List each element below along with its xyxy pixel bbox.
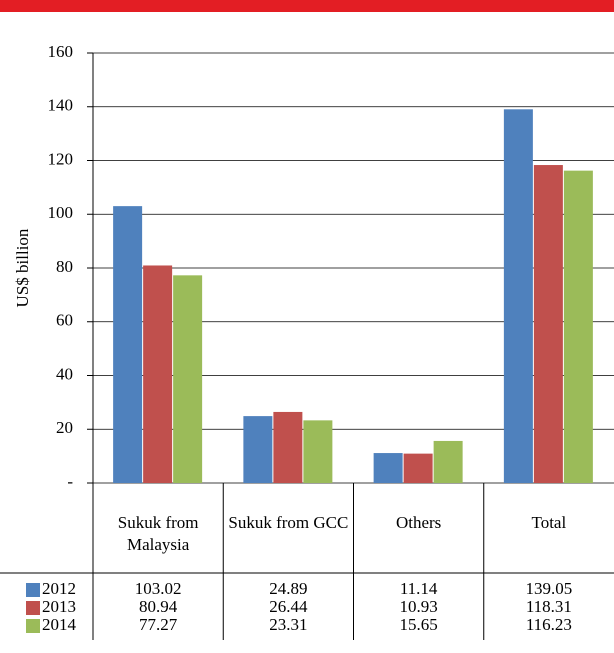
bar	[373, 453, 403, 483]
legend-label: 2012	[42, 579, 76, 598]
table-value: 80.94	[139, 597, 178, 616]
table-value: 77.27	[139, 615, 178, 634]
table-value: 24.89	[269, 579, 307, 598]
table-value: 139.05	[526, 579, 573, 598]
bar	[303, 420, 333, 483]
y-tick-label: 40	[56, 364, 73, 383]
bar	[533, 165, 563, 483]
bar	[113, 206, 143, 484]
table-value: 103.02	[135, 579, 182, 598]
bar	[403, 453, 433, 483]
bar	[143, 265, 173, 483]
category-label: Sukuk from GCC	[228, 513, 349, 532]
y-tick-label: 140	[48, 96, 74, 115]
legend-label: 2013	[42, 597, 76, 616]
bar	[243, 416, 273, 483]
table-value: 118.31	[526, 597, 572, 616]
table-value: 11.14	[400, 579, 438, 598]
table-value: 15.65	[400, 615, 438, 634]
legend-swatch	[26, 583, 40, 597]
table-value: 10.93	[400, 597, 438, 616]
table-value: 23.31	[269, 615, 307, 634]
category-label: Sukuk from Malaysia	[117, 513, 199, 554]
y-tick-label: 60	[56, 311, 73, 330]
y-tick-label: 20	[56, 418, 73, 437]
legend-label: 2014	[42, 615, 77, 634]
legend-swatch	[26, 619, 40, 633]
bar	[173, 275, 203, 483]
y-axis-label: US$ billion	[13, 228, 32, 307]
y-tick-label: 160	[48, 42, 74, 61]
table-value: 116.23	[526, 615, 572, 634]
category-label: Others	[395, 513, 442, 532]
bar	[273, 411, 303, 483]
bar	[563, 170, 593, 483]
legend-swatch	[26, 601, 40, 615]
y-tick-label: 80	[56, 257, 73, 276]
y-tick-label: -	[67, 472, 73, 491]
y-tick-label: 100	[48, 203, 74, 222]
table-value: 26.44	[269, 597, 308, 616]
header-band	[0, 0, 614, 12]
category-label: Total	[531, 513, 567, 532]
bar	[503, 109, 533, 483]
bar	[433, 440, 463, 483]
y-tick-label: 120	[48, 149, 74, 168]
